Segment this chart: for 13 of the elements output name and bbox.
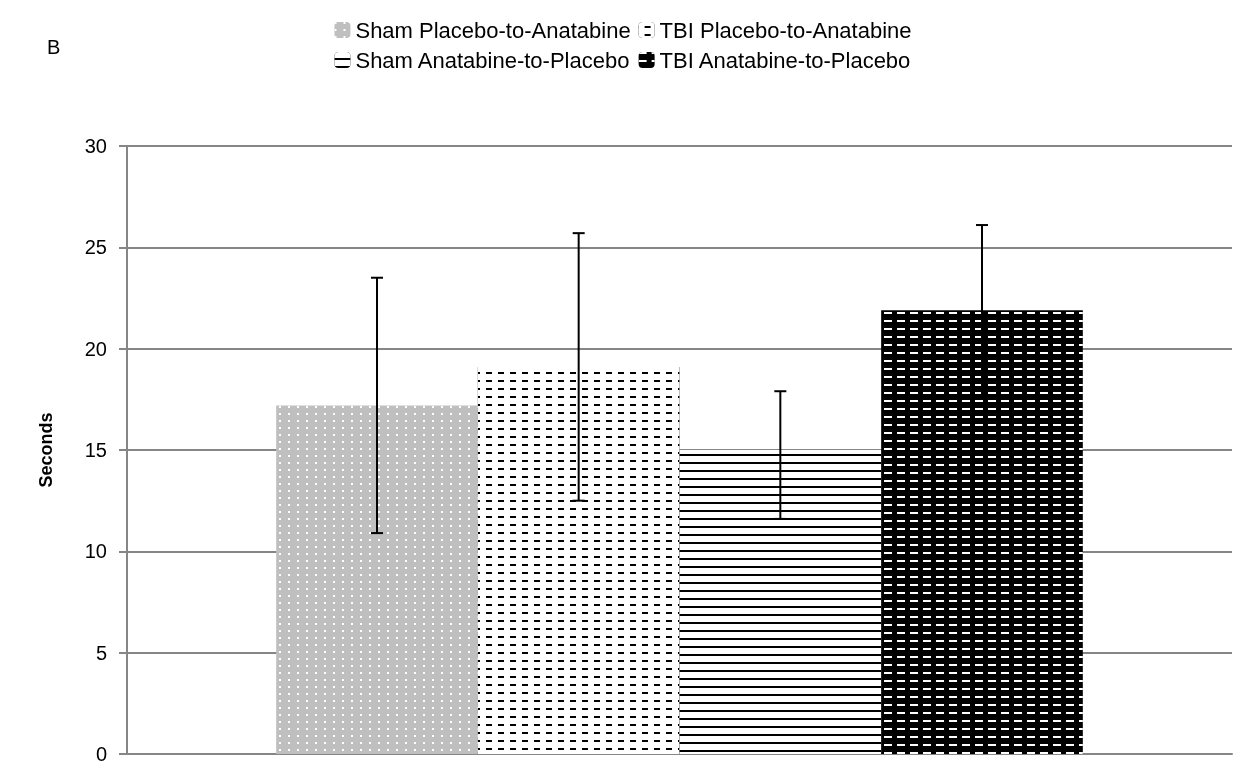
legend-label: TBI Anatabine-to-Placebo (659, 47, 911, 73)
y-tick-label: 10 (84, 540, 107, 563)
legend-label: Sham Placebo-to-Anatabine (355, 17, 631, 43)
y-tick-label: 0 (95, 743, 107, 765)
legend-label: TBI Placebo-to-Anatabine (659, 17, 912, 43)
text: B (47, 36, 61, 58)
y-tick-label: 25 (84, 236, 107, 259)
y-axis-title: Seconds (36, 412, 56, 488)
y-tick-label: 30 (84, 135, 107, 157)
y-tick-label: 5 (95, 641, 107, 664)
y-tick-label: 20 (84, 337, 107, 360)
legend-label: Sham Anatabine-to-Placebo (355, 47, 630, 73)
y-tick-label: 15 (84, 439, 107, 461)
